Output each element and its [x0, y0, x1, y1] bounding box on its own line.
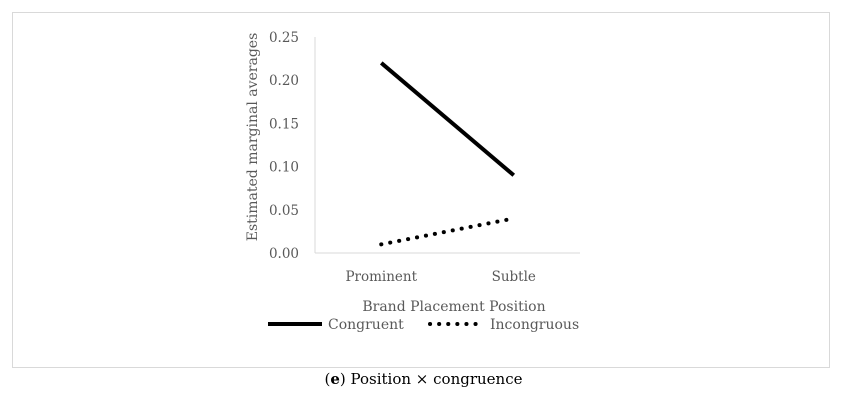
x-axis-title: Brand Placement Position [362, 299, 545, 315]
legend-label-congruent: Congruent [328, 317, 404, 333]
y-tick-label: 0.25 [269, 30, 299, 46]
legend-label-incongruous: Incongruous [490, 317, 579, 333]
x-tick-label: Subtle [492, 269, 536, 285]
caption-letter: e [330, 370, 340, 388]
legend: Congruent Incongruous [268, 317, 579, 333]
y-axis-title: Estimated marginal averages [245, 33, 261, 242]
y-tick-label: 0.20 [269, 73, 299, 89]
y-tick-label: 0.15 [269, 116, 299, 132]
series-line-incongruous [379, 216, 516, 247]
caption-text: Position × congruence [350, 370, 523, 388]
figure-caption: (e) Position × congruence [324, 370, 523, 388]
x-tick-label: Prominent [345, 269, 417, 285]
y-tick-label: 0.10 [269, 160, 299, 176]
y-tick-label: 0.00 [269, 246, 299, 262]
y-tick-label: 0.05 [269, 203, 299, 219]
series-line-congruent [379, 61, 516, 177]
axes [314, 37, 580, 254]
series-lines [379, 61, 516, 247]
figure-frame [12, 12, 830, 368]
tick-labels: 0.00 0.05 0.10 0.15 0.20 0.25 Prominent Subtle [269, 30, 536, 285]
